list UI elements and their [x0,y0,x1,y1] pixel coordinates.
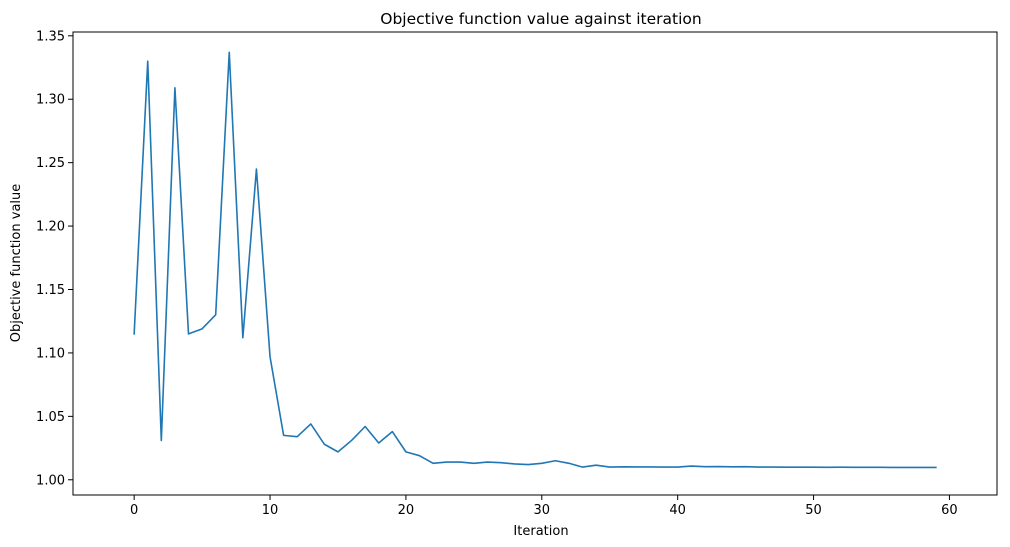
x-tick-label: 30 [534,503,551,518]
chart-title: Objective function value against iterati… [380,10,701,28]
y-tick-label: 1.05 [36,410,65,425]
x-axis-label: Iteration [513,524,568,539]
plot-frame [72,31,998,496]
y-tick-label: 1.20 [36,220,65,235]
y-tick-label: 1.30 [36,93,65,108]
y-tick-label: 1.25 [36,156,65,171]
x-tick-label: 40 [669,503,686,518]
y-tick-label: 1.35 [36,29,65,44]
x-tick-label: 60 [941,503,958,518]
y-tick-label: 1.15 [36,283,65,298]
y-axis-label: Objective function value [9,184,24,343]
y-tick-label: 1.00 [36,473,65,488]
x-tick-label: 0 [130,503,138,518]
x-tick-label: 50 [805,503,822,518]
y-tick-label: 1.10 [36,346,65,361]
x-tick-label: 10 [262,503,279,518]
series-line [133,51,937,469]
x-tick-label: 20 [398,503,415,518]
